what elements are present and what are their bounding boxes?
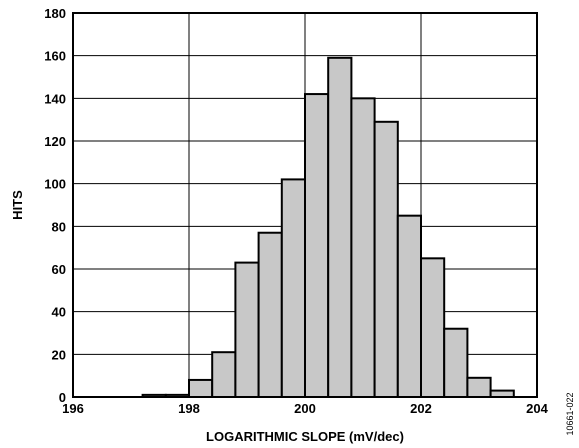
histogram-bar [304,93,330,398]
y-tick-label: 0 [59,390,66,405]
histogram-bar [443,327,469,399]
histogram-bar [234,261,260,398]
x-tick-label: 198 [178,401,200,416]
x-tick-label: 204 [526,401,548,416]
y-tick-label: 80 [52,219,66,234]
y-axis-title: HITS [10,190,25,220]
histogram-bar [211,351,237,399]
y-tick-labels: 0 20 40 60 80 100 120 140 160 180 [44,6,66,405]
y-tick-label: 120 [44,134,66,149]
histogram-bar [188,378,214,398]
x-tick-labels: 196 198 200 202 204 [62,401,548,416]
y-tick-label: 140 [44,91,66,106]
histogram-bars [141,56,515,399]
x-axis-title: LOGARITHMIC SLOPE (mV/dec) [206,429,404,444]
histogram-bar [350,97,376,398]
histogram-bar [257,231,283,398]
x-tick-label: 200 [294,401,316,416]
histogram-bar [280,178,306,398]
histogram-bar [327,56,353,399]
x-tick-label: 202 [410,401,432,416]
x-tick-label: 196 [62,401,84,416]
y-tick-label: 180 [44,6,66,21]
histogram-bar [420,257,446,399]
figure-id: 10661-022 [565,392,575,435]
histogram-bar [373,120,399,399]
histogram-bar [396,214,422,398]
y-tick-label: 60 [52,262,66,277]
y-tick-label: 40 [52,305,66,320]
histogram-bar [466,376,492,398]
y-tick-label: 160 [44,49,66,64]
y-tick-label: 100 [44,177,66,192]
plot-frame [72,12,538,398]
y-tick-label: 20 [52,347,66,362]
